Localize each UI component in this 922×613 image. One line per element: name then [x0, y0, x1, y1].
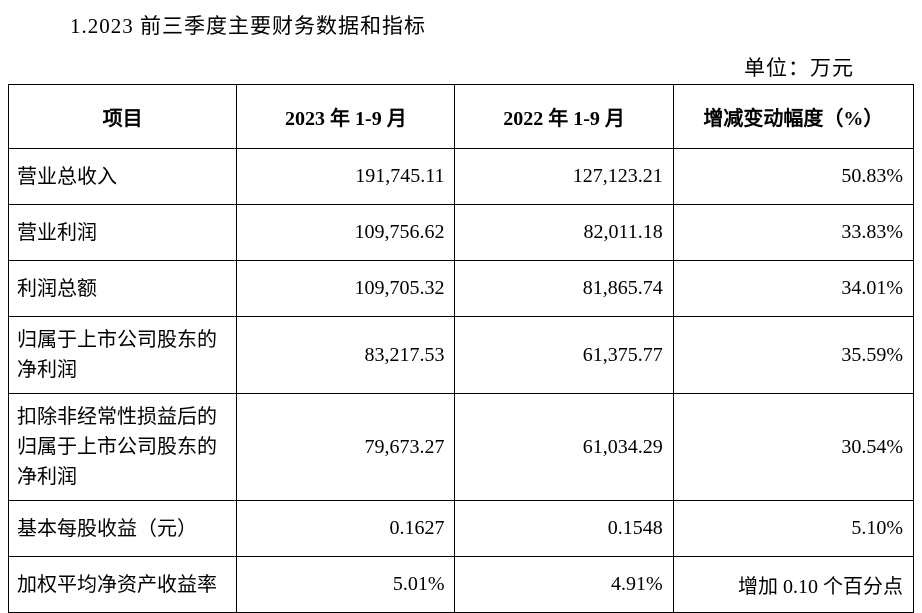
change-cell: 50.83% [673, 149, 913, 205]
header-2023: 2023 年 1-9 月 [237, 85, 455, 149]
item-cell: 利润总额 [9, 261, 237, 317]
change-cell: 33.83% [673, 205, 913, 261]
value-2022: 81,865.74 [455, 261, 673, 317]
table-row: 利润总额109,705.3281,865.7434.01% [9, 261, 914, 317]
item-cell: 营业利润 [9, 205, 237, 261]
table-body: 营业总收入191,745.11127,123.2150.83%营业利润109,7… [9, 149, 914, 613]
table-row: 营业总收入191,745.11127,123.2150.83% [9, 149, 914, 205]
item-cell: 加权平均净资产收益率 [9, 557, 237, 613]
change-cell: 35.59% [673, 317, 913, 394]
header-item: 项目 [9, 85, 237, 149]
financial-table: 项目 2023 年 1-9 月 2022 年 1-9 月 增减变动幅度（%） 营… [8, 84, 914, 613]
value-2022: 61,034.29 [455, 394, 673, 501]
item-cell: 营业总收入 [9, 149, 237, 205]
table-row: 加权平均净资产收益率5.01%4.91%增加 0.10 个百分点 [9, 557, 914, 613]
value-2023: 5.01% [237, 557, 455, 613]
item-cell: 基本每股收益（元） [9, 501, 237, 557]
change-cell: 5.10% [673, 501, 913, 557]
value-2023: 0.1627 [237, 501, 455, 557]
value-2023: 83,217.53 [237, 317, 455, 394]
table-row: 扣除非经常性损益后的归属于上市公司股东的净利润79,673.2761,034.2… [9, 394, 914, 501]
section-title: 1.2023 前三季度主要财务数据和指标 [70, 10, 914, 40]
value-2023: 109,705.32 [237, 261, 455, 317]
value-2022: 0.1548 [455, 501, 673, 557]
value-2023: 191,745.11 [237, 149, 455, 205]
table-header-row: 项目 2023 年 1-9 月 2022 年 1-9 月 增减变动幅度（%） [9, 85, 914, 149]
value-2022: 61,375.77 [455, 317, 673, 394]
table-row: 基本每股收益（元）0.16270.15485.10% [9, 501, 914, 557]
value-2022: 4.91% [455, 557, 673, 613]
value-2023: 79,673.27 [237, 394, 455, 501]
item-cell: 扣除非经常性损益后的归属于上市公司股东的净利润 [9, 394, 237, 501]
header-2022: 2022 年 1-9 月 [455, 85, 673, 149]
table-row: 归属于上市公司股东的净利润83,217.5361,375.7735.59% [9, 317, 914, 394]
value-2022: 127,123.21 [455, 149, 673, 205]
change-cell: 34.01% [673, 261, 913, 317]
change-cell: 30.54% [673, 394, 913, 501]
unit-label: 单位：万元 [8, 52, 854, 82]
table-row: 营业利润109,756.6282,011.1833.83% [9, 205, 914, 261]
item-cell: 归属于上市公司股东的净利润 [9, 317, 237, 394]
value-2022: 82,011.18 [455, 205, 673, 261]
value-2023: 109,756.62 [237, 205, 455, 261]
change-cell: 增加 0.10 个百分点 [673, 557, 913, 613]
header-change: 增减变动幅度（%） [673, 85, 913, 149]
